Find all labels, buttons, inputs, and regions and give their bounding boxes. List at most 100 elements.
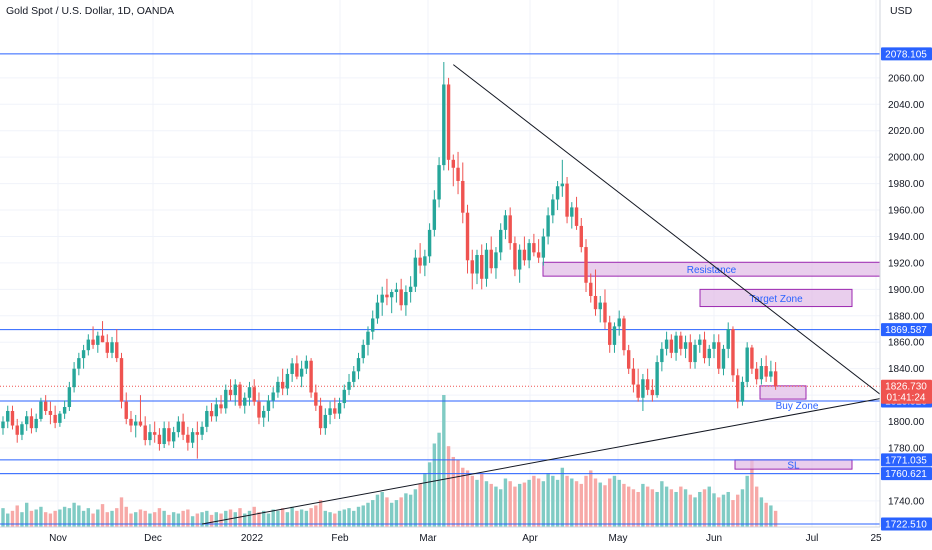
price-axis[interactable]: 1740.001760.001780.001800.001820.001840.…	[879, 0, 932, 550]
volume-bar	[660, 481, 664, 527]
volume-bar	[6, 513, 10, 527]
candle-body	[110, 342, 114, 353]
volume-bar	[470, 475, 474, 527]
candle-body	[437, 165, 441, 200]
candle-body	[669, 339, 674, 353]
volume-bar	[53, 510, 57, 527]
candle-body	[631, 368, 636, 385]
time-axis[interactable]: Nov Dec 2022 Feb Mar Apr May Jun Jul 25	[0, 526, 882, 544]
price-tick-label: 2000.00	[888, 153, 925, 164]
candle-body	[641, 379, 645, 398]
candle-body	[1, 421, 5, 429]
volume-bar	[119, 497, 124, 527]
trendline-descending[interactable]	[452, 64, 885, 399]
candle-body	[295, 363, 299, 377]
volume-bar	[570, 478, 574, 527]
candle-body	[186, 434, 190, 443]
volume-bar	[541, 481, 546, 527]
volume-bar	[608, 478, 612, 527]
zone-target-zone[interactable]	[699, 288, 853, 308]
current-price-tag[interactable]: 1826.730	[885, 382, 927, 393]
candle-body	[679, 335, 683, 349]
volume-bar	[333, 513, 337, 527]
volume-bar	[371, 500, 375, 527]
candle-body	[769, 371, 773, 377]
volume-bar	[769, 505, 773, 527]
candle-body	[81, 350, 86, 359]
candle-body	[432, 199, 437, 230]
candle-body	[693, 344, 697, 363]
candle-body	[423, 256, 427, 266]
volume-bar	[252, 506, 256, 527]
candle-body	[238, 384, 242, 406]
level-price-tag-bg[interactable]	[881, 517, 932, 531]
candle-body	[731, 329, 735, 376]
level-price-tag-bg[interactable]	[881, 467, 932, 481]
candle-body	[124, 401, 128, 419]
volume-bar	[574, 481, 579, 527]
candle-body	[361, 344, 365, 359]
volume-bar	[603, 485, 607, 527]
volume-bar	[181, 510, 185, 527]
volume-bar	[446, 446, 451, 527]
annotation-zones[interactable]: Resistance Target Zone Buy Zone SL	[542, 261, 881, 472]
level-price-tag[interactable]: 1869.587	[885, 325, 927, 336]
volume-bar	[579, 483, 583, 527]
current-price-tag-bg[interactable]	[881, 379, 932, 404]
candle-body	[366, 331, 370, 345]
candle-body	[171, 432, 176, 442]
candle-body	[129, 418, 133, 426]
level-price-tag-bg[interactable]	[881, 323, 932, 337]
candle-body	[48, 410, 53, 415]
trendlines[interactable]	[201, 64, 885, 525]
candle-body	[224, 389, 228, 409]
volume-bar	[323, 510, 328, 527]
candle-body	[290, 363, 294, 374]
candle-body	[589, 282, 593, 296]
level-price-tag[interactable]: 1760.621	[885, 469, 927, 480]
candle-body	[347, 381, 351, 390]
time-tick-label: May	[609, 533, 628, 544]
level-price-tag[interactable]: 1771.035	[885, 455, 927, 466]
candle-body	[342, 389, 346, 404]
candle-body	[318, 405, 323, 429]
level-price-tag[interactable]: 2078.105	[885, 49, 927, 60]
volume-bar	[309, 508, 313, 527]
volume-bar	[589, 470, 593, 527]
volume-bar	[72, 502, 76, 527]
price-tick-label: 2020.00	[888, 126, 925, 137]
trendline-ascending[interactable]	[201, 397, 885, 525]
candle-body	[200, 426, 204, 435]
volume-bar	[645, 486, 650, 527]
level-price-tag-bg[interactable]	[881, 453, 932, 467]
candle-body	[532, 243, 536, 253]
volume-bar	[631, 489, 636, 527]
candle-body	[214, 404, 218, 417]
candle-body	[20, 424, 24, 435]
candle-body	[688, 342, 692, 363]
level-price-tag[interactable]: 1722.510	[885, 519, 927, 530]
candle-body	[764, 366, 768, 377]
time-tick-label: Feb	[331, 533, 349, 544]
volume-bar	[617, 479, 621, 527]
candle-body	[371, 318, 375, 332]
level-price-tag-bg[interactable]	[881, 47, 932, 61]
volume-bar	[674, 491, 678, 527]
volume-bar	[96, 509, 100, 527]
candle-body	[503, 215, 508, 230]
volume-bar	[754, 486, 759, 527]
chart-title: Gold Spot / U.S. Dollar, 1D, OANDA	[6, 5, 175, 17]
volume-bar	[342, 509, 346, 527]
volume-bar	[394, 500, 399, 527]
volume-bar	[721, 494, 726, 527]
volume-bar	[693, 497, 697, 527]
candle-body	[702, 339, 707, 359]
horizontal-levels[interactable]	[0, 53, 880, 525]
volume-bar	[171, 512, 176, 527]
candle-body	[356, 358, 361, 372]
volume-bar	[385, 497, 389, 527]
zone-buy-zone[interactable]	[759, 385, 807, 400]
candle-body	[209, 410, 214, 417]
volume-bar	[480, 473, 484, 527]
